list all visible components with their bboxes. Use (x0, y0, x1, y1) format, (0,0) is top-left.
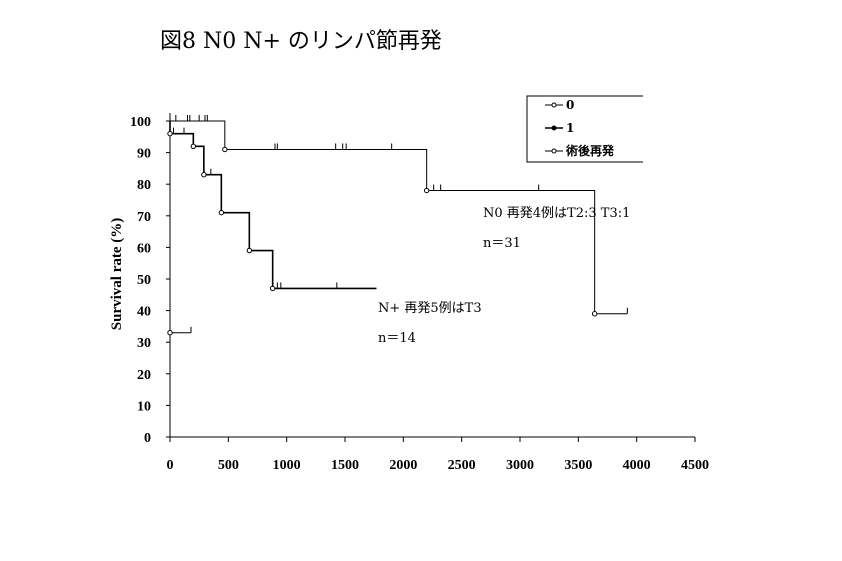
y-tick-label: 60 (137, 241, 151, 256)
y-tick-label: 0 (144, 431, 151, 446)
legend-swatch-marker (551, 125, 557, 131)
x-tick-label: 1500 (331, 458, 359, 473)
legend: 0 1 術後再発 (526, 95, 643, 163)
x-tick-label: 4000 (623, 458, 651, 473)
series-line-0 (170, 120, 628, 315)
event-point (218, 209, 225, 216)
x-tick-label: 500 (218, 458, 239, 473)
x-tick-label: 4500 (681, 458, 709, 473)
event-point (591, 311, 598, 317)
plot-area: 0 500 1000 1500 2000 2500 3000 3500 4000 4500 010… (130, 113, 709, 473)
series-line-1 (169, 121, 377, 290)
series-layer (167, 115, 628, 336)
event-point (423, 187, 430, 194)
annotation-n0: N0 再発4例はT2:3 T3:1 n＝31 (483, 206, 630, 251)
y-tick-label: 100 (130, 115, 151, 130)
x-tick-label: 3500 (564, 458, 592, 473)
y-tick-label: 10 (137, 399, 151, 414)
event-point (201, 172, 207, 178)
annotation-n0-line2: n＝31 (483, 236, 521, 251)
y-tick-label: 90 (137, 147, 151, 162)
event-point (167, 330, 173, 336)
x-axis-ticks: 0 500 1000 1500 2000 2500 3000 3500 4000 4500 (167, 437, 709, 473)
x-tick-label: 2000 (389, 458, 417, 473)
annotation-n0-line1: N0 再発4例はT2:3 T3:1 (483, 206, 630, 221)
event-point (269, 285, 276, 292)
legend-label: 0 (566, 98, 574, 112)
y-axis-ticks: 0 10 20 30 40 50 60 70 80 90 100 (130, 115, 170, 446)
event-point (190, 143, 197, 149)
x-tick-label: 2500 (448, 458, 476, 473)
y-tick-label: 70 (137, 210, 151, 225)
y-tick-label: 30 (137, 336, 151, 351)
annotation-nplus-line2: n＝14 (378, 331, 416, 346)
y-axis-label: Survival rate (%) (109, 218, 125, 330)
x-tick-label: 1000 (273, 458, 301, 473)
legend-label: 術後再発 (565, 143, 615, 158)
legend-swatch-marker (551, 148, 557, 154)
x-tick-label: 3000 (506, 458, 534, 473)
y-tick-label: 50 (137, 273, 151, 288)
event-point (167, 130, 173, 137)
legend-swatch-marker (551, 102, 557, 108)
legend-items: 0 1 術後再発 (545, 98, 615, 158)
chart-title: 図8 N0 N+ のリンパ節再発 (160, 29, 442, 54)
x-tick-label: 0 (167, 458, 174, 473)
y-tick-label: 40 (137, 305, 151, 320)
y-tick-label: 80 (137, 178, 151, 193)
annotation-nplus-line1: N+ 再発5例はT3 (378, 301, 482, 316)
event-point (246, 247, 253, 254)
y-tick-label: 20 (137, 368, 151, 383)
event-point (222, 146, 228, 153)
legend-label: 1 (566, 121, 574, 135)
annotation-nplus: N+ 再発5例はT3 n＝14 (378, 301, 482, 346)
legend-box (526, 95, 643, 163)
